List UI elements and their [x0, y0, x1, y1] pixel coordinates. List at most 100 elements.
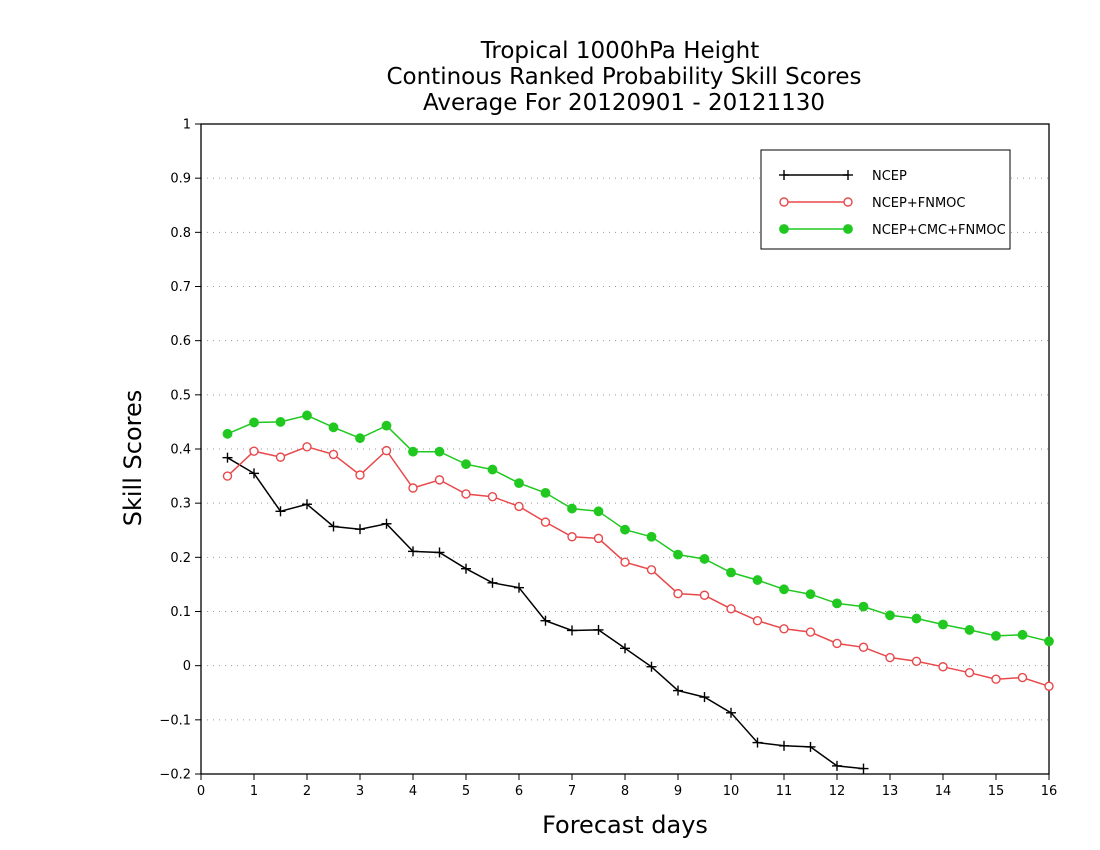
data-point — [699, 554, 710, 564]
data-point — [673, 549, 683, 560]
data-point — [752, 616, 763, 626]
data-point — [222, 471, 233, 481]
data-point — [1017, 629, 1028, 640]
data-point — [593, 506, 604, 517]
data-point — [843, 197, 853, 207]
y-axis: −0.2 −0.1 0 0.1 0.2 0.3 0.4 0.5 0.6 0.7 0.8 0.9 1 — [159, 118, 201, 783]
x-tick-label: 9 — [674, 784, 682, 799]
data-point — [779, 584, 789, 595]
data-point — [514, 582, 524, 593]
data-point — [752, 737, 763, 748]
y-tick-label: 0 — [183, 659, 191, 674]
data-point — [805, 627, 816, 637]
data-point — [964, 668, 975, 678]
data-point — [673, 685, 683, 696]
data-point — [461, 563, 471, 574]
data-point — [355, 470, 365, 480]
data-point — [461, 459, 471, 470]
data-point — [726, 604, 736, 614]
x-tick-label: 1 — [250, 784, 258, 799]
data-point — [843, 224, 853, 234]
x-axis-title: Forecast days — [542, 811, 708, 839]
legend-entry: NCEP+FNMOC — [779, 196, 965, 211]
y-tick-label: 0.7 — [170, 280, 191, 295]
data-point — [540, 517, 551, 527]
legend-label: NCEP+CMC+FNMOC — [872, 223, 1006, 238]
gridlines — [201, 177, 1049, 721]
data-point — [408, 446, 418, 457]
y-tick-label: 0.8 — [170, 226, 191, 241]
data-point — [911, 656, 922, 667]
data-point — [434, 547, 445, 558]
data-point — [779, 624, 789, 634]
x-tick-label: 10 — [723, 784, 740, 799]
chart-title: Tropical 1000hPa Height Continous Ranked… — [386, 38, 861, 116]
data-point — [567, 625, 577, 636]
chart-title-line-1: Tropical 1000hPa Height — [480, 38, 760, 64]
data-point — [302, 442, 312, 452]
y-tick-label: 0.4 — [170, 443, 191, 458]
data-point — [620, 524, 630, 535]
data-point — [858, 763, 869, 774]
chart-title-line-3: Average For 20120901 - 20121130 — [423, 90, 825, 116]
data-point — [805, 741, 816, 752]
data-point — [858, 642, 869, 652]
data-point — [328, 521, 339, 532]
y-tick-label: −0.1 — [159, 713, 191, 728]
data-point — [620, 557, 630, 567]
data-point — [302, 410, 312, 421]
y-tick-label: −0.2 — [159, 768, 191, 783]
y-tick-label: 0.3 — [170, 497, 191, 512]
data-point — [1017, 672, 1028, 683]
data-point — [567, 503, 577, 514]
legend: NCEP NCEP+FNMOC NCEP+CMC+FNMOC — [760, 149, 1011, 250]
data-point — [275, 506, 286, 517]
data-point — [328, 449, 339, 460]
y-tick-label: 0.9 — [170, 172, 191, 187]
data-point — [487, 464, 498, 475]
data-point — [249, 417, 259, 428]
data-point — [699, 590, 710, 600]
data-point — [885, 652, 895, 663]
data-point — [779, 170, 789, 180]
y-tick-label: 1 — [183, 118, 191, 133]
data-point — [434, 446, 445, 457]
data-point — [302, 499, 312, 510]
data-point — [964, 625, 975, 635]
data-point — [991, 674, 1001, 684]
data-point — [885, 610, 895, 621]
data-point — [843, 170, 853, 180]
data-point — [540, 615, 551, 626]
data-point — [249, 446, 259, 456]
data-point — [779, 197, 789, 207]
data-point — [355, 524, 365, 535]
data-point — [911, 613, 922, 624]
x-tick-label: 15 — [988, 784, 1005, 799]
data-point — [752, 575, 763, 585]
y-tick-label: 0.6 — [170, 334, 191, 349]
x-tick-label: 5 — [462, 784, 470, 799]
data-point — [832, 638, 842, 649]
data-point — [355, 433, 365, 444]
legend-entry: NCEP — [779, 169, 907, 184]
data-point — [514, 501, 524, 512]
y-tick-label: 0.2 — [170, 551, 191, 566]
data-point — [646, 531, 657, 542]
x-tick-label: 13 — [882, 784, 899, 799]
data-point — [620, 643, 630, 654]
x-tick-label: 16 — [1041, 784, 1058, 799]
legend-label: NCEP+FNMOC — [872, 196, 965, 211]
data-point — [1044, 681, 1054, 691]
chart-title-line-2: Continous Ranked Probability Skill Score… — [386, 64, 861, 90]
x-tick-label: 6 — [515, 784, 523, 799]
data-point — [673, 588, 683, 599]
x-tick-label: 11 — [776, 784, 793, 799]
data-point — [408, 546, 418, 557]
data-point — [275, 452, 286, 462]
data-point — [567, 532, 577, 542]
data-point — [832, 598, 842, 609]
data-point — [779, 224, 789, 234]
data-point — [646, 661, 657, 672]
legend-entry: NCEP+CMC+FNMOC — [779, 223, 1006, 238]
data-point — [938, 662, 948, 672]
